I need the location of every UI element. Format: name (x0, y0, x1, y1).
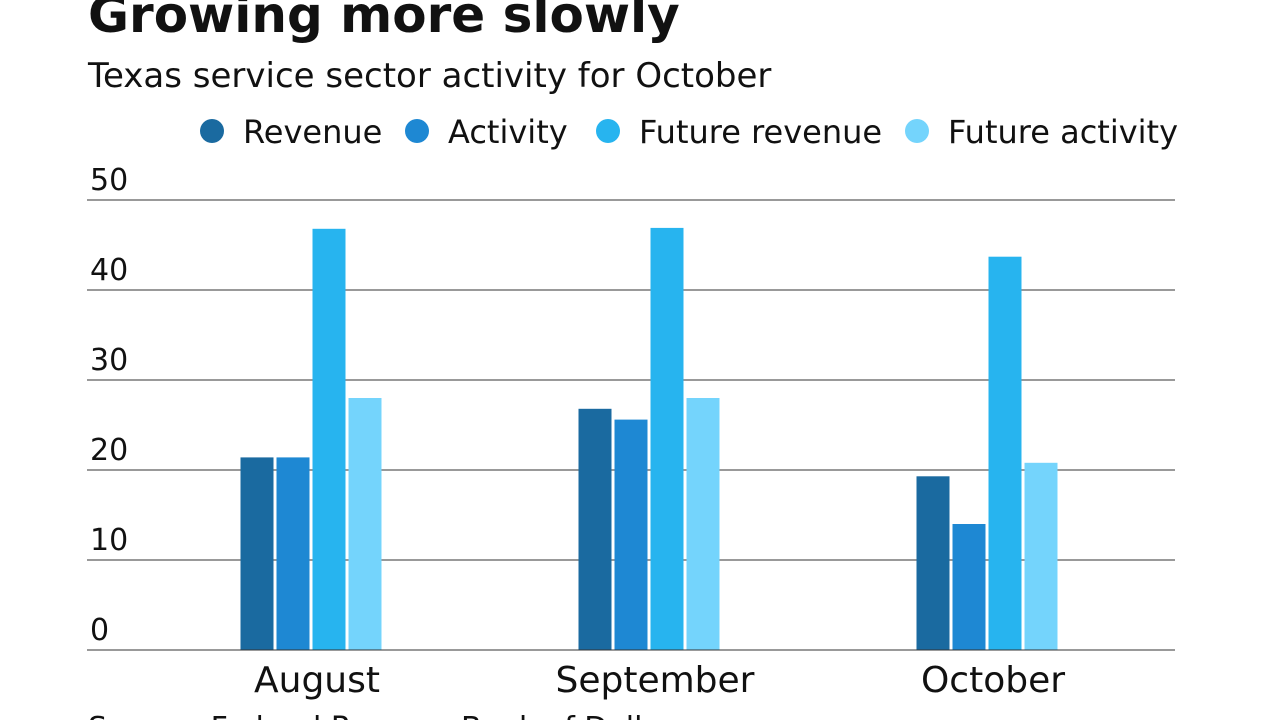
bar (916, 476, 950, 650)
legend-label: Future activity (948, 113, 1178, 151)
bar (1024, 462, 1058, 650)
bar (952, 524, 986, 650)
bar (276, 457, 310, 650)
legend-label: Revenue (243, 113, 382, 151)
x-tick-label: October (921, 660, 1065, 701)
bar (348, 398, 382, 650)
legend-label: Future revenue (639, 113, 882, 151)
bar (312, 228, 346, 651)
y-tick-label: 20 (90, 433, 128, 468)
y-tick-label: 30 (90, 343, 128, 378)
x-tick-label: August (254, 660, 380, 701)
chart-title: Growing more slowly (88, 0, 680, 44)
bar (686, 398, 720, 650)
chart-subtitle: Texas service sector activity for Octobe… (87, 56, 771, 96)
x-tick-label: September (556, 660, 755, 701)
legend-swatch (405, 119, 429, 143)
legend-swatch (596, 119, 620, 143)
bar (988, 256, 1022, 650)
y-tick-label: 10 (90, 523, 128, 558)
legend-swatch (905, 119, 929, 143)
legend-swatch (200, 119, 224, 143)
bar (240, 457, 274, 650)
bar (650, 227, 684, 650)
y-tick-label: 50 (90, 163, 128, 198)
bar (614, 419, 648, 650)
bar (578, 408, 612, 650)
y-tick-label: 0 (90, 613, 109, 648)
legend-label: Activity (448, 113, 568, 151)
source-note: Source: Federal Reserve Bank of Dallas (88, 711, 676, 720)
y-tick-label: 40 (90, 253, 128, 288)
